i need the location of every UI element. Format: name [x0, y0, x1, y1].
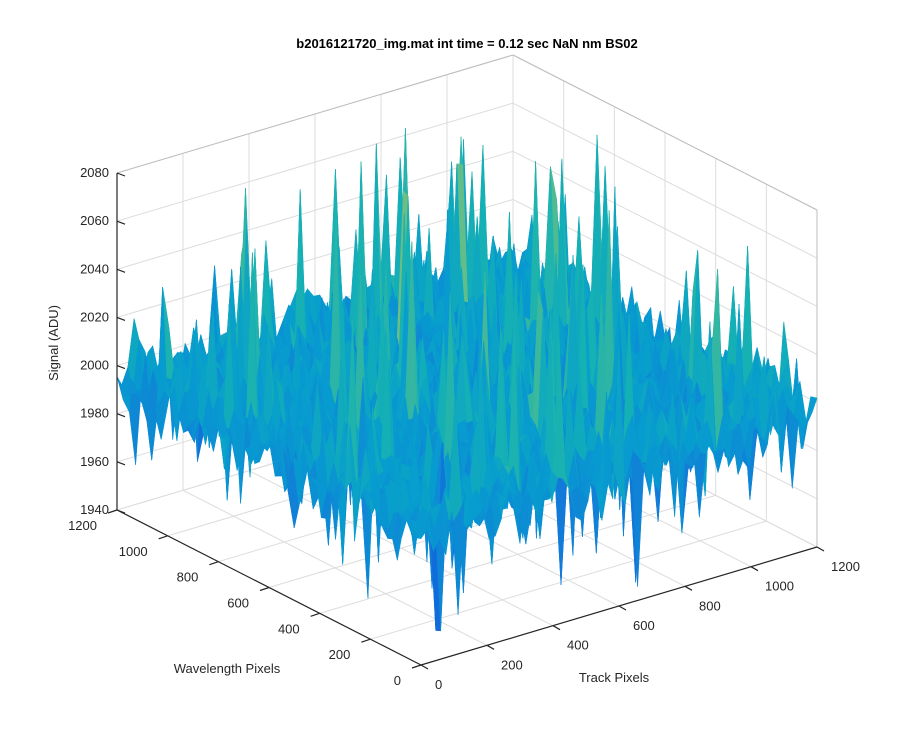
surface-layer: [116, 128, 818, 632]
z-tick: [116, 509, 126, 514]
x-tick-label: 0: [435, 677, 442, 692]
chart-title: b2016121720_img.mat int time = 0.12 sec …: [296, 36, 637, 51]
x-tick-label: 200: [501, 657, 523, 672]
z-tick: [116, 413, 126, 418]
z-axis-label: Signal (ADU): [46, 305, 61, 381]
y-tick: [310, 612, 320, 617]
y-tick-label: 400: [278, 621, 300, 636]
y-tick: [411, 664, 422, 669]
x-tick-label: 600: [633, 618, 655, 633]
x-tick: [684, 585, 693, 591]
grid-line: [116, 102, 514, 222]
y-tick: [209, 561, 219, 566]
grid-line: [319, 494, 716, 614]
y-tick: [259, 586, 270, 592]
x-tick-label: 800: [699, 598, 721, 613]
surface-patch: [805, 396, 818, 422]
z-tick-label: 2000: [80, 358, 109, 373]
x-tick: [750, 566, 759, 572]
z-tick: [116, 220, 126, 225]
z-tick-label: 1960: [80, 454, 109, 469]
label-layer: b2016121720_img.mat int time = 0.12 sec …: [46, 36, 650, 685]
z-tick-label: 1980: [80, 406, 109, 421]
z-tick: [116, 316, 126, 321]
y-tick-label: 1000: [119, 544, 148, 559]
y-tick-label: 200: [329, 647, 351, 662]
y-tick-label: 1200: [68, 518, 97, 533]
z-tick: [116, 461, 126, 466]
x-tick-label: 1200: [831, 559, 860, 574]
z-tick: [116, 268, 126, 273]
y-tick: [107, 509, 118, 514]
z-tick: [116, 365, 126, 370]
y-tick-label: 0: [394, 673, 401, 688]
x-tick-label: 1000: [765, 579, 794, 594]
z-tick-label: 1940: [80, 502, 109, 517]
y-tick-label: 800: [177, 570, 199, 585]
z-tick-label: 2020: [80, 309, 109, 324]
surface-patch: [415, 507, 428, 539]
z-tick: [116, 172, 126, 177]
grid-line: [512, 102, 818, 259]
x-tick: [816, 546, 825, 552]
z-tick-label: 2060: [80, 213, 109, 228]
grid-line: [116, 150, 514, 270]
z-tick-label: 2040: [80, 261, 109, 276]
x-axis-label: Track Pixels: [579, 670, 650, 685]
x-tick-label: 400: [567, 638, 589, 653]
z-tick-label: 2080: [80, 165, 109, 180]
x-tick: [618, 605, 627, 611]
y-axis-label: Wavelength Pixels: [174, 661, 281, 676]
box-edge: [512, 54, 818, 211]
x-tick: [552, 625, 561, 631]
box-edge: [116, 54, 514, 174]
axis-layer: 0 200 400 600 800 1000 1200 0 200 400 600 800 1000 12…: [68, 165, 860, 692]
x-tick: [486, 644, 495, 650]
y-tick-label: 600: [227, 596, 249, 611]
y-tick: [158, 535, 168, 540]
y-tick: [361, 638, 371, 643]
x-tick: [420, 664, 429, 670]
grid-line: [512, 150, 818, 307]
